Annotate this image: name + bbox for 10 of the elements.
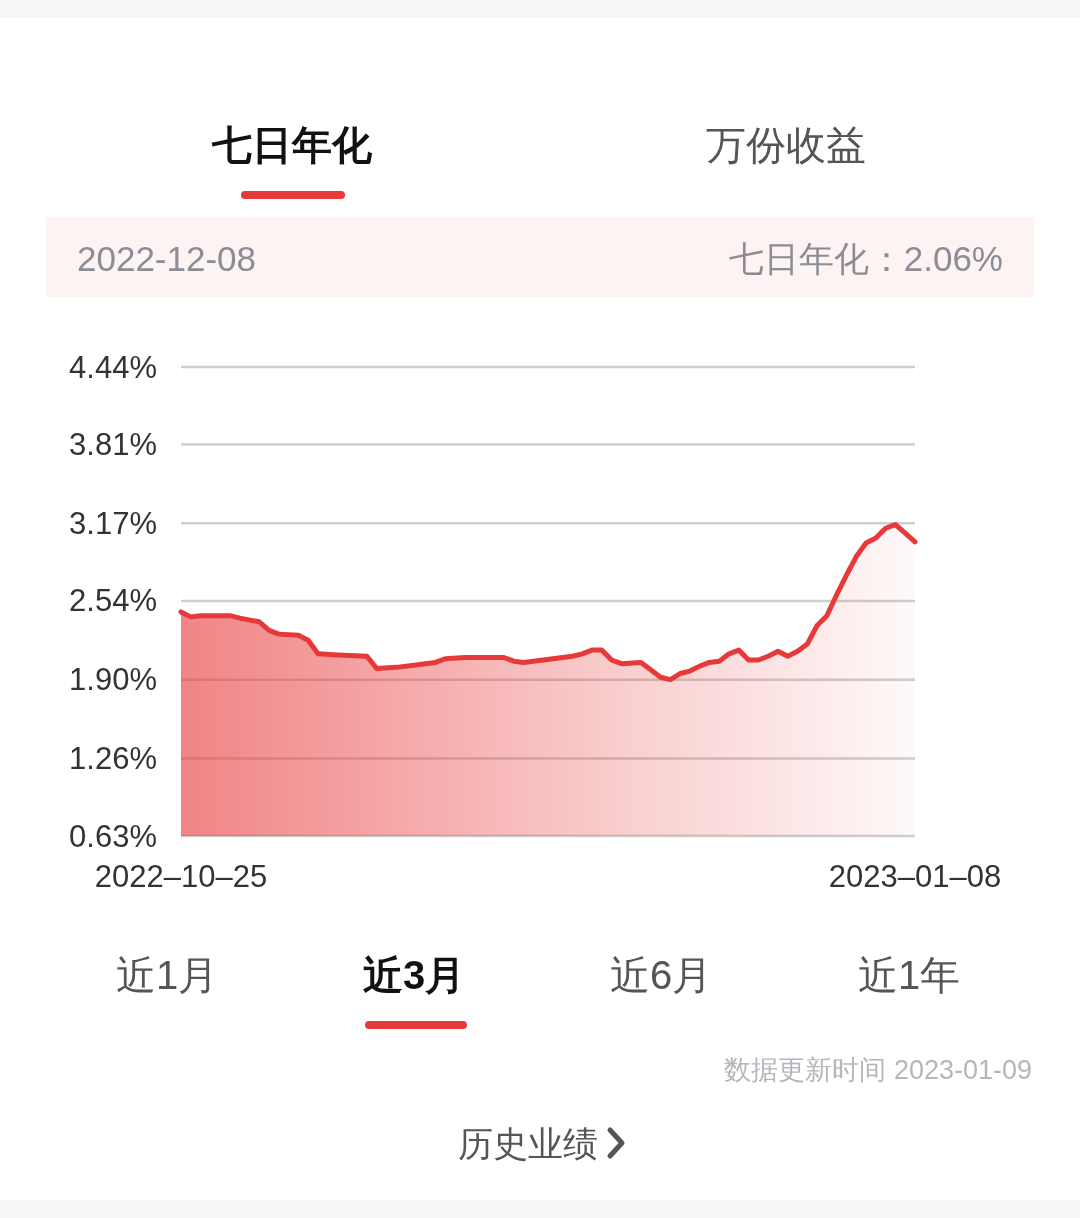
annotation: 2022-12-08 [77,238,257,278]
annotation: 七日年化：2.06% [728,238,1003,278]
annotation: 七日年化 [212,123,372,167]
annotation: 近6月 [609,953,713,997]
annotation: 近1年 [857,953,961,997]
annotation: 数据更新时间 2023-01-09 [724,1055,1032,1085]
annotation: 万份收益 [706,123,866,167]
annotation: 历史业绩 [458,1123,598,1163]
annotation: 近1月 [115,953,219,997]
annotation: 近3月 [362,953,466,997]
